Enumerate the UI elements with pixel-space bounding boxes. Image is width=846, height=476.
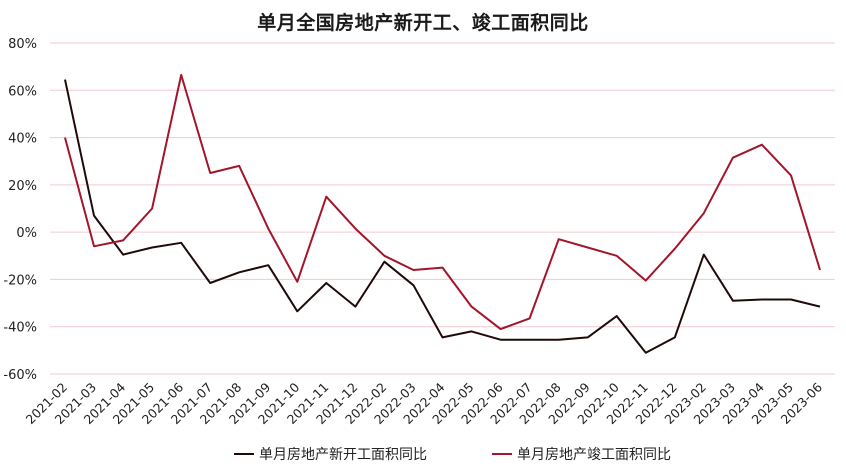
y-tick-label: -40% <box>3 321 37 336</box>
y-tick-label: -60% <box>3 368 37 383</box>
y-tick-label: 60% <box>8 84 37 99</box>
legend-item-completions: 单月房地产竣工面积同比 <box>492 444 671 464</box>
legend-swatch-completions <box>492 453 512 455</box>
y-tick-label: 0% <box>16 226 37 241</box>
legend-label-completions: 单月房地产竣工面积同比 <box>517 447 671 463</box>
legend-swatch-new-starts <box>234 453 254 455</box>
chart-legend: 单月房地产新开工面积同比 单月房地产竣工面积同比 <box>0 444 846 466</box>
series-line-1 <box>64 79 821 354</box>
y-tick-label: 80% <box>8 37 37 52</box>
y-tick-label: 40% <box>8 132 37 147</box>
legend-label-new-starts: 单月房地产新开工面积同比 <box>259 447 427 463</box>
legend-item-new-starts: 单月房地产新开工面积同比 <box>234 444 427 464</box>
chart-title: 单月全国房地产新开工、竣工面积同比 <box>257 12 589 34</box>
y-tick-label: 20% <box>8 179 37 194</box>
series-line-2 <box>64 73 821 331</box>
y-tick-label: -20% <box>3 273 37 288</box>
